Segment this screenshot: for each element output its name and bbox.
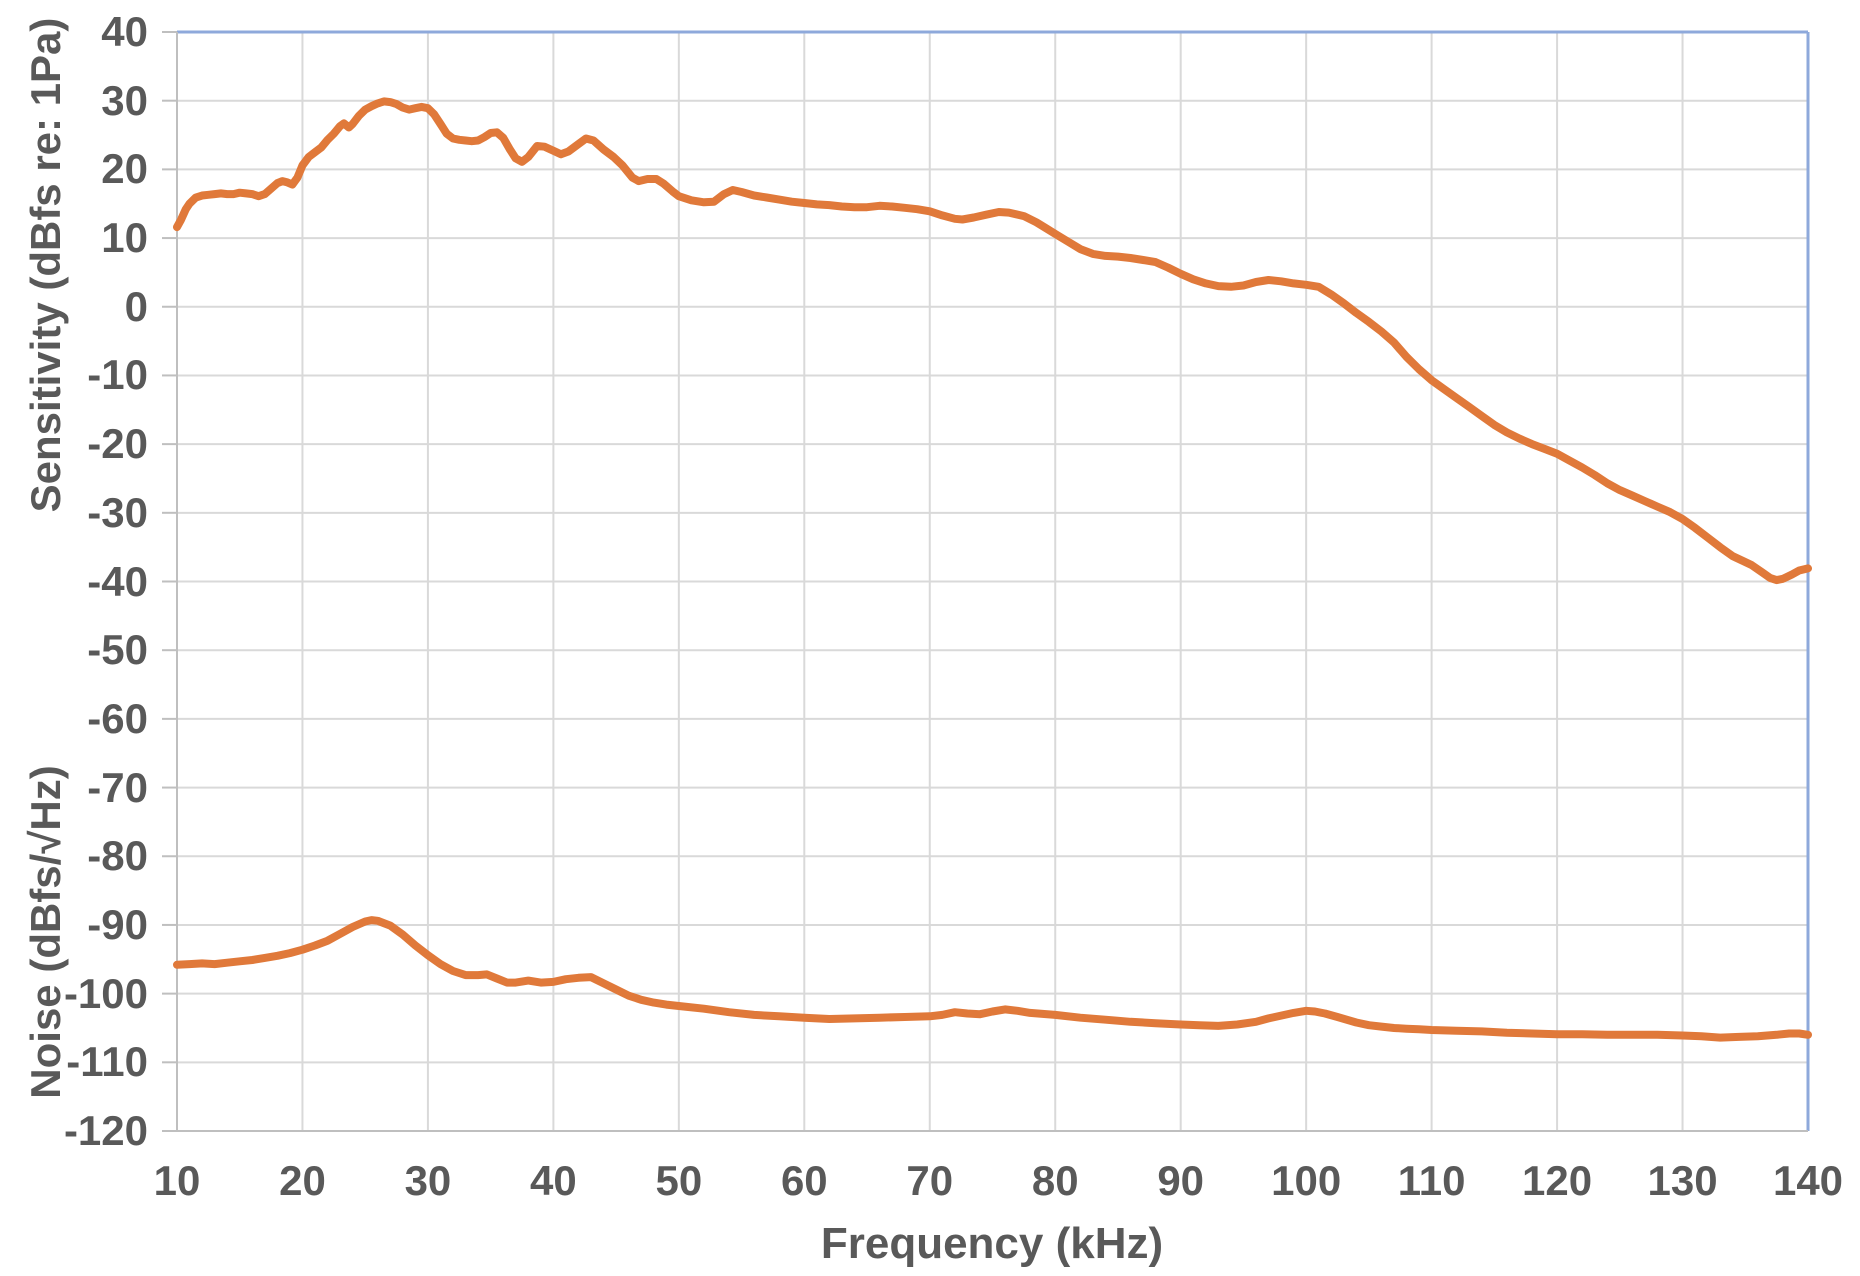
y-tick-label: -70 <box>87 763 148 811</box>
y-tick-label: 0 <box>124 282 148 330</box>
x-tick-label: 30 <box>404 1157 452 1204</box>
y-tick-label: -100 <box>63 969 148 1017</box>
x-tick-label: 120 <box>1522 1157 1593 1204</box>
x-tick-label: 140 <box>1772 1157 1844 1204</box>
x-tick-label: 70 <box>906 1157 954 1204</box>
y-tick-label: -120 <box>63 1107 148 1154</box>
y-tick-label: 40 <box>101 8 148 55</box>
y-tick-label: 30 <box>101 76 148 124</box>
x-tick-label: 130 <box>1647 1157 1718 1204</box>
x-tick-label: 80 <box>1031 1157 1079 1204</box>
x-tick-label: 90 <box>1157 1157 1205 1204</box>
x-tick-label: 60 <box>780 1157 828 1204</box>
y-tick-label: -10 <box>87 351 148 399</box>
x-tick-label: 40 <box>530 1157 577 1204</box>
y-tick-label: -50 <box>87 626 148 674</box>
x-tick-label: 10 <box>153 1157 201 1204</box>
sensitivity-curve <box>173 97 1812 585</box>
y-tick-label: -20 <box>87 420 148 468</box>
noise-curve <box>173 916 1812 1042</box>
x-tick-label: 100 <box>1271 1157 1342 1204</box>
x-tick-label: 20 <box>279 1157 326 1204</box>
x-axis-title: Frequency (kHz) <box>820 1219 1164 1268</box>
x-tick-label: 110 <box>1397 1157 1466 1204</box>
x-tick-label: 50 <box>655 1157 703 1204</box>
y-tick-label: -90 <box>87 900 148 948</box>
y-tick-label: -80 <box>87 832 148 880</box>
y-tick-label: 10 <box>101 214 148 262</box>
y-tick-label: 20 <box>101 145 148 193</box>
y-tick-label: -30 <box>87 488 148 536</box>
y-tick-label: -110 <box>66 1038 148 1086</box>
y-tick-label: -60 <box>87 694 148 742</box>
y-tick-label: -40 <box>87 557 148 605</box>
